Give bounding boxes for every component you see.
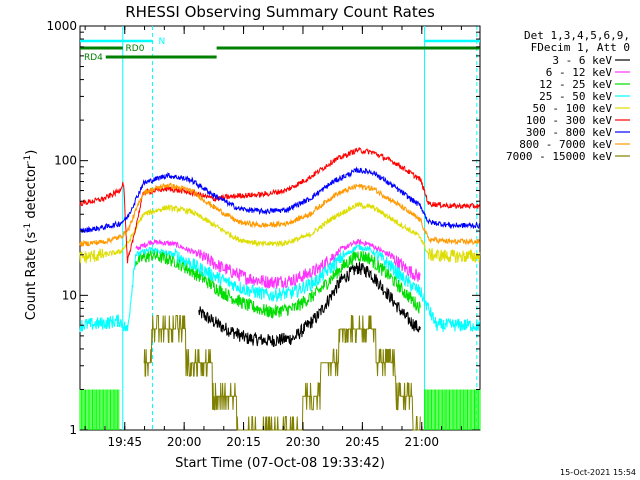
y-tick-label: 100: [54, 154, 77, 168]
y-tick-label: 10: [62, 288, 77, 302]
x-tick-label: 19:45: [107, 435, 142, 449]
series-line-1: [198, 261, 421, 348]
legend-label: 300 - 800 keV: [526, 126, 612, 139]
low-band-2: [424, 389, 481, 430]
x-tick-label: 20:45: [345, 435, 380, 449]
axes-layer: 19:45 20:00 20:15 20:30 20:45 21:00 1 10 100 1000: [46, 19, 480, 449]
legend-header-line: FDecim 1, Att 0: [531, 41, 630, 54]
series-layer: [79, 147, 481, 431]
legend-label: 50 - 100 keV: [533, 102, 613, 115]
x-tick-label: 21:00: [404, 435, 439, 449]
x-tick-label: 20:00: [167, 435, 202, 449]
series-line-6: [79, 147, 481, 264]
plot-frame: [79, 25, 481, 431]
y-axis-label: Count Rate (s-1 detector-1): [23, 150, 39, 321]
y-tick-label: 1: [69, 423, 77, 437]
legend-label: 25 - 50 keV: [539, 90, 612, 103]
legend-label: 6 - 12 keV: [546, 66, 613, 79]
flag-label-rd0: RD0: [126, 44, 145, 54]
legend-label: 3 - 6 keV: [552, 54, 612, 67]
series-line-3: [135, 248, 421, 320]
x-tick-label: 20:30: [286, 435, 321, 449]
legend-header-line: Det 1,3,4,5,6,9,: [524, 29, 630, 42]
x-axis-label: Start Time (07-Oct-08 19:33:42): [175, 456, 385, 471]
legend-label: 12 - 25 keV: [539, 78, 612, 91]
flags-layer: N RD0 RD4: [80, 37, 480, 63]
legend-label: 7000 - 15000 keV: [506, 150, 612, 163]
series-line-8: [79, 182, 481, 247]
legend-label: 100 - 300 keV: [526, 114, 612, 127]
low-band-1: [79, 389, 120, 430]
x-tick-label: 20:15: [226, 435, 261, 449]
series-line-4: [79, 244, 481, 333]
series-line-7: [79, 166, 481, 233]
footer-date: 15-Oct-2021 15:54: [560, 468, 636, 477]
legend-label: 800 - 7000 keV: [519, 138, 612, 151]
series-line-2: [135, 238, 421, 290]
flag-label-n: N: [158, 37, 165, 47]
series-line-5: [79, 201, 481, 264]
chart-title: RHESSI Observing Summary Count Rates: [125, 3, 435, 21]
legend: Det 1,3,4,5,6,9,FDecim 1, Att 03 - 6 keV…: [506, 29, 630, 163]
series-line-9: [143, 315, 421, 431]
y-tick-label: 1000: [46, 19, 77, 33]
plot-area: [79, 25, 481, 431]
flag-label-rd4: RD4: [84, 53, 103, 63]
